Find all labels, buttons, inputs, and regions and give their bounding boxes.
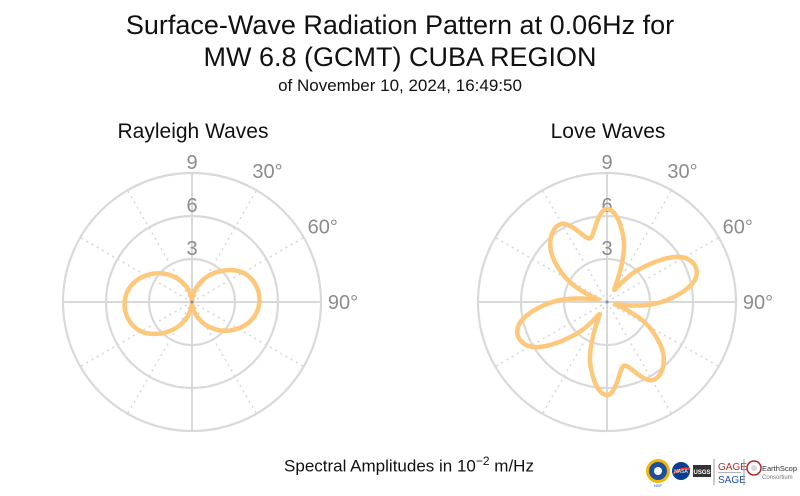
love-ring-6 (519, 214, 695, 390)
love-angle-label-60: 60° (723, 217, 753, 239)
rayleigh-r-tick-label-3: 3 (186, 238, 197, 260)
earthscope-sub-text: Consortium (762, 475, 793, 481)
rayleigh-panel-title: Rayleigh Waves (117, 120, 269, 143)
earthscope-logo-text: EarthScope (762, 464, 797, 473)
usgs-logo-icon: USGS (693, 465, 711, 477)
love-panel-title: Love Waves (550, 120, 666, 143)
rayleigh-angle-label-60: 60° (308, 217, 338, 239)
love-r-tick-label-6: 6 (601, 195, 612, 217)
rayleigh-spoke-300 (79, 236, 193, 303)
svg-text:NASA: NASA (674, 469, 688, 475)
units-suffix: m/Hz (489, 456, 534, 476)
rayleigh-ring-3 (147, 257, 237, 347)
chart-title-line-1: Surface-Wave Radiation Pattern at 0.06Hz… (125, 10, 675, 40)
nsf-logo-icon (646, 459, 670, 483)
rayleigh-ring-6 (104, 214, 280, 390)
rayleigh-spoke-240 (79, 301, 193, 368)
rayleigh-spoke-30 (191, 189, 258, 303)
love-angle-label-90: 90° (743, 292, 773, 314)
love-angle-label-30: 30° (667, 161, 697, 183)
love-radiation-curve (515, 206, 699, 398)
chart-subtitle-date: of November 10, 2024, 16:49:50 (278, 76, 522, 95)
sponsor-logos: NSF NASA USGS GAGE SAGE EarthScope Conso… (645, 455, 797, 489)
rayleigh-r-tick-label-9: 9 (186, 152, 197, 174)
sage-logo-text: SAGE (718, 475, 746, 486)
love-r-tick-label-9: 9 (601, 152, 612, 174)
logos-strip: NSF NASA USGS GAGE SAGE EarthScope Conso… (646, 459, 797, 488)
rayleigh-spoke-210 (126, 301, 193, 415)
rayleigh-angle-label-90: 90° (328, 292, 358, 314)
love-ring-3 (562, 257, 652, 347)
units-base: 10 (456, 456, 476, 476)
rayleigh-angle-label-30: 30° (252, 161, 282, 183)
love-ring-9 (476, 171, 738, 433)
amplitude-units-label: Spectral Amplitudes in 10−2 m/Hz (0, 454, 800, 477)
love-r-tick-label-3: 3 (601, 238, 612, 260)
nsf-logo-text: NSF (654, 483, 663, 488)
rayleigh-ring-9 (61, 171, 323, 433)
svg-text:USGS: USGS (693, 470, 710, 476)
rayleigh-center-dot (190, 300, 194, 304)
rayleigh-spoke-120 (191, 301, 305, 368)
nasa-logo-icon: NASA (672, 462, 691, 480)
units-exponent: −2 (475, 454, 490, 468)
rayleigh-spoke-60 (191, 236, 305, 303)
units-prefix: Spectral Amplitudes in (284, 456, 457, 476)
chart-title-line-2: MW 6.8 (GCMT) CUBA REGION (203, 42, 597, 72)
rayleigh-r-tick-label-6: 6 (186, 195, 197, 217)
earthscope-logo-icon (746, 460, 762, 476)
love-center-dot (605, 300, 609, 304)
gage-logo-text: GAGE (718, 462, 747, 473)
